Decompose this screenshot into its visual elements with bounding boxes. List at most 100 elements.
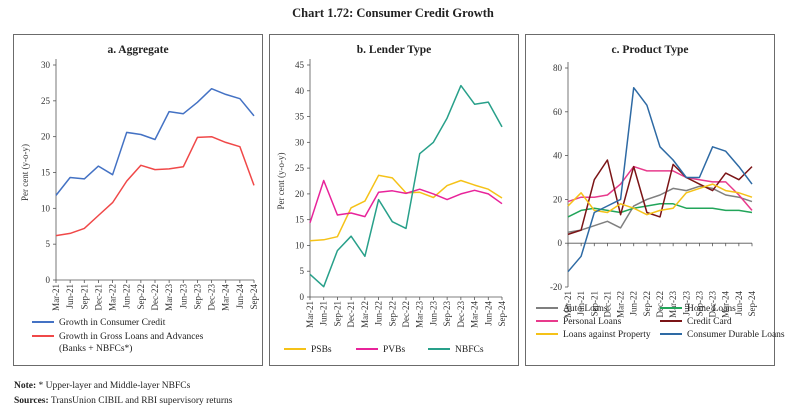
x-tick-label: Sep-22 xyxy=(387,301,397,327)
legend-label: Consumer Durable Loans xyxy=(687,330,785,340)
x-tick-label: Sep-21 xyxy=(589,291,599,317)
legend-label-cont: (Banks + NBFCs*) xyxy=(59,343,132,354)
x-tick-label: Jun-23 xyxy=(178,284,188,309)
y-tick-label: 35 xyxy=(295,112,305,122)
y-tick-label: 40 xyxy=(295,86,305,96)
x-tick-label: Dec-21 xyxy=(602,291,612,318)
x-tick-label: Sep-24 xyxy=(249,284,259,310)
x-tick-label: Jun-22 xyxy=(122,284,132,309)
x-tick-label: Jun-22 xyxy=(374,301,384,326)
x-tick-label: Sep-21 xyxy=(332,301,342,327)
series-line-1 xyxy=(55,87,255,196)
y-axis-label: Per cent (y-o-y) xyxy=(276,153,286,210)
y-tick-label: 60 xyxy=(553,107,563,117)
note-label: Note: xyxy=(14,381,37,391)
chart-aggregate: a. Aggregate 0 5 10 15 20 25 30 Mar-21 Jun-21 Sep-… xyxy=(20,44,259,354)
series-line-3 xyxy=(309,84,503,288)
series-line-2 xyxy=(567,203,753,218)
x-tick-label: Sep-23 xyxy=(442,301,452,327)
y-tick-label: 30 xyxy=(41,60,51,70)
panel-aggregate: a. Aggregate 0 5 10 15 20 25 30 Mar-21 Jun-21 Sep-… xyxy=(13,34,263,366)
x-tick-label: Mar-24 xyxy=(221,284,231,311)
y-tick-label: 0 xyxy=(558,238,563,248)
y-tick-label: 20 xyxy=(553,194,563,204)
y-tick-label: 5 xyxy=(300,266,305,276)
y-tick-label: 25 xyxy=(295,163,305,173)
x-tick-label: Mar-24 xyxy=(721,291,731,318)
series-line-3 xyxy=(567,165,753,211)
chart-lender-type: b. Lender Type 0 5 10 15 20 25 30 35 40 45 Mar-21 Ju… xyxy=(276,44,507,355)
legend-label: Home Loans xyxy=(687,304,736,314)
x-tick-label: Dec-22 xyxy=(655,291,665,318)
y-tick-label: 15 xyxy=(41,168,51,178)
y-tick-label: 25 xyxy=(41,96,51,106)
y-tick-label: 5 xyxy=(46,239,51,249)
x-tick-label: Dec-21 xyxy=(93,284,103,311)
y-tick-label: 80 xyxy=(553,63,563,73)
y-tick-label: 40 xyxy=(553,151,563,161)
y-tick-label: 0 xyxy=(46,275,51,285)
series-line-1 xyxy=(309,174,503,242)
y-tick-label: 20 xyxy=(41,132,51,142)
legend-label: Growth in Consumer Credit xyxy=(59,318,166,328)
panel-title: c. Product Type xyxy=(612,44,689,56)
series-line-6 xyxy=(567,86,753,273)
sources: Sources: TransUnion CIBIL and RBI superv… xyxy=(14,396,233,406)
x-tick-label: Sep-23 xyxy=(694,291,704,317)
x-tick-label: Dec-23 xyxy=(207,284,217,311)
x-tick-label: Mar-21 xyxy=(51,284,61,311)
x-tick-label: Jun-23 xyxy=(428,301,438,326)
series-line-2 xyxy=(55,135,255,237)
x-tick-label: Sep-24 xyxy=(497,301,507,327)
legend-label: Growth in Gross Loans and Advances xyxy=(59,332,204,342)
x-tick-label: Mar-21 xyxy=(563,291,573,318)
footnote: Note: * Upper-layer and Middle-layer NBF… xyxy=(14,381,190,391)
x-tick-label: Jun-24 xyxy=(483,301,493,326)
series-line-4 xyxy=(567,159,753,236)
panel-lender-type: b. Lender Type 0 5 10 15 20 25 30 35 40 45 Mar-21 Ju… xyxy=(269,34,519,366)
x-tick-label: Jun-24 xyxy=(235,284,245,309)
legend-label: PSBs xyxy=(311,345,332,355)
x-tick-label: Dec-23 xyxy=(708,291,718,318)
sources-label: Sources: xyxy=(14,396,49,406)
note-text: * Upper-layer and Middle-layer NBFCs xyxy=(38,381,191,391)
series-line-1 xyxy=(567,185,753,234)
x-tick-label: Sep-22 xyxy=(136,284,146,310)
series-line-2 xyxy=(309,179,503,224)
y-tick-label: 30 xyxy=(295,137,305,147)
x-tick-label: Jun-23 xyxy=(681,291,691,316)
x-tick-label: Sep-21 xyxy=(79,284,89,310)
legend-label: Personal Loans xyxy=(563,317,622,327)
x-tick-label: Mar-21 xyxy=(305,301,315,328)
x-tick-label: Mar-23 xyxy=(415,301,425,328)
legend-label: PVBs xyxy=(383,345,405,355)
x-tick-label: Jun-22 xyxy=(629,291,639,316)
x-tick-label: Dec-22 xyxy=(401,301,411,328)
y-tick-label: 0 xyxy=(300,292,305,302)
x-tick-label: Dec-23 xyxy=(456,301,466,328)
x-tick-label: Mar-22 xyxy=(616,291,626,318)
y-tick-label: 10 xyxy=(41,203,51,213)
sources-text: TransUnion CIBIL and RBI supervisory ret… xyxy=(50,396,233,406)
x-tick-label: Jun-24 xyxy=(734,291,744,316)
x-tick-label: Sep-22 xyxy=(642,291,652,317)
y-tick-label: 15 xyxy=(295,215,305,225)
x-tick-label: Sep-23 xyxy=(192,284,202,310)
x-tick-label: Mar-23 xyxy=(668,291,678,318)
x-tick-label: Mar-22 xyxy=(360,301,370,328)
legend-label: Loans against Property xyxy=(563,330,651,340)
y-axis-label: Per cent (y-o-y) xyxy=(20,144,30,201)
y-tick-label: -20 xyxy=(550,282,562,292)
panel-title: b. Lender Type xyxy=(357,44,431,56)
x-tick-label: Jun-21 xyxy=(576,291,586,316)
x-tick-label: Jun-21 xyxy=(65,284,75,309)
y-tick-label: 20 xyxy=(295,189,305,199)
legend-label: Credit Card xyxy=(687,317,732,327)
x-tick-label: Mar-23 xyxy=(164,284,174,311)
legend-label: NBFCs xyxy=(455,345,484,355)
x-tick-label: Jun-21 xyxy=(319,301,329,326)
y-tick-label: 45 xyxy=(295,60,305,70)
y-tick-label: 10 xyxy=(295,240,305,250)
panel-product-type: c. Product Type -20 0 20 40 60 80 Mar-21 Jun-21 S… xyxy=(525,34,785,366)
